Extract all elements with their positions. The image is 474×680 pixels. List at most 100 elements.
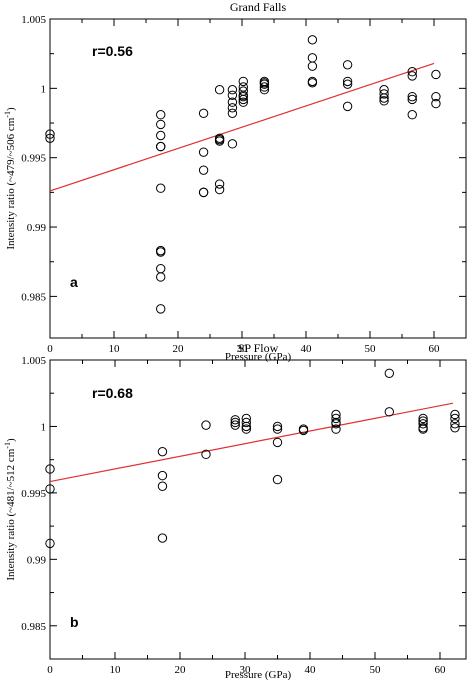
chart-a-data-point bbox=[198, 147, 209, 157]
chart-a-data-point bbox=[214, 184, 225, 195]
chart-a-data-point bbox=[407, 110, 417, 120]
chart-a-plot-frame bbox=[49, 18, 467, 339]
chart-b-data-point bbox=[450, 419, 460, 429]
chart-a-data-point bbox=[379, 93, 389, 103]
chart-b-data-point bbox=[272, 421, 283, 432]
chart-b-data-point bbox=[45, 464, 55, 474]
chart-b-y-axis-title-close: ) bbox=[5, 438, 17, 442]
chart-a-data-point bbox=[407, 67, 417, 77]
chart-b-data-point bbox=[201, 449, 211, 460]
chart-a-data-point bbox=[259, 78, 270, 88]
chart-b-ytick-label: 0.995 bbox=[21, 488, 46, 500]
chart-a-data-point bbox=[227, 90, 238, 100]
chart-a-xtick-label: 20 bbox=[173, 343, 185, 355]
chart-b-panel-label: b bbox=[70, 614, 79, 630]
chart-a-data-point bbox=[227, 108, 238, 119]
chart-b-data-point bbox=[418, 424, 428, 434]
chart-b-data-point bbox=[157, 533, 168, 543]
chart-b-xtick-label: 50 bbox=[370, 664, 382, 676]
chart-a-data-point bbox=[156, 110, 166, 120]
chart-b-xtick-label: 0 bbox=[47, 664, 53, 676]
chart-b-data-point bbox=[331, 413, 341, 424]
chart-a-data-point bbox=[238, 94, 248, 105]
chart-a-ytick-label: 0.985 bbox=[21, 291, 46, 303]
chart-b-data-point bbox=[272, 474, 283, 485]
chart-a-xtick-label: 0 bbox=[47, 343, 53, 355]
chart-a-data-point bbox=[156, 272, 166, 282]
chart-b-ytick-label: 0.985 bbox=[21, 621, 46, 633]
chart-a-correlation-label: r=0.56 bbox=[92, 43, 133, 59]
chart-b-data-point bbox=[450, 409, 460, 420]
chart-b-data-point bbox=[157, 446, 168, 457]
chart-a-data-point bbox=[156, 183, 166, 193]
chart-a-fit-line bbox=[49, 62, 435, 192]
chart-a-data-point bbox=[156, 304, 166, 314]
chart-a-data-point bbox=[342, 101, 353, 112]
chart-a-data-point bbox=[379, 89, 389, 99]
chart-b-y-axis-title-main: Intensity ratio (~481/~512 cm bbox=[5, 448, 17, 580]
chart-b-xtick-label: 60 bbox=[435, 664, 447, 676]
chart-a-xtick-label: 50 bbox=[365, 343, 377, 355]
chart-b-data-point bbox=[45, 538, 55, 549]
chart-a-data-point bbox=[407, 91, 417, 102]
chart-b-ytick-label: 0.99 bbox=[27, 554, 47, 566]
chart-b-title: SP Flow bbox=[238, 341, 279, 355]
chart-a-title: Grand Falls bbox=[230, 0, 287, 14]
chart-a-data-point bbox=[214, 85, 225, 95]
chart-b-fit-line bbox=[49, 402, 454, 483]
chart-a-data-point bbox=[227, 139, 238, 149]
chart-a-data-point bbox=[307, 53, 318, 63]
chart-a-y-axis-title: Intensity ratio (~479/~506 cm-1) bbox=[3, 107, 18, 250]
chart-b-data-point bbox=[230, 415, 240, 425]
chart-a-data-point bbox=[214, 134, 225, 145]
chart-a-data-point bbox=[431, 69, 441, 80]
chart-a-y-axis-title-sup: -1 bbox=[3, 111, 12, 118]
chart-b-xtick-label: 40 bbox=[305, 664, 317, 676]
chart-b-data-point bbox=[201, 420, 211, 430]
chart-a-ytick-label: 1.005 bbox=[21, 14, 46, 26]
chart-a-data-point bbox=[238, 76, 248, 87]
chart-b-data-point bbox=[298, 425, 309, 436]
chart-a-data-point bbox=[238, 97, 248, 107]
chart-b-data-point bbox=[241, 421, 252, 432]
chart-a-data-point bbox=[407, 94, 417, 105]
chart-b-data-point bbox=[331, 419, 341, 429]
chart-b-data-point bbox=[45, 484, 55, 494]
chart-a-data-point bbox=[307, 78, 318, 88]
chart-a-data-point bbox=[342, 76, 353, 87]
chart-b-data-point bbox=[418, 419, 428, 429]
chart-a-data-point bbox=[431, 98, 441, 109]
chart-a-xtick-label: 30 bbox=[237, 343, 249, 355]
chart-a-ytick-label: 0.995 bbox=[21, 153, 46, 165]
chart-a-data-point bbox=[407, 71, 417, 81]
chart-a-data-point bbox=[156, 130, 166, 141]
chart-a-data-point bbox=[259, 82, 270, 92]
chart-a-data-point bbox=[307, 61, 318, 71]
chart-a: 0 10 20 30 40 50 60 0.985 0.99 0.995 1 1.005 Grand F… bbox=[3, 0, 467, 363]
chart-a-xtick-label: 60 bbox=[429, 343, 441, 355]
chart-a-data-point bbox=[45, 133, 55, 143]
chart-a-data-point bbox=[156, 141, 166, 152]
chart-b-data-point bbox=[331, 424, 341, 434]
chart-a-ytick-label: 0.99 bbox=[27, 222, 47, 234]
chart-b-data-point bbox=[230, 417, 240, 428]
chart-b-data-point bbox=[384, 407, 394, 417]
chart-b-data-point bbox=[157, 481, 168, 491]
chart-a-data-point bbox=[307, 35, 318, 45]
chart-b-y-axis-title-sup: -1 bbox=[3, 442, 12, 449]
chart-a-data-point bbox=[227, 103, 238, 113]
chart-b-data-point bbox=[241, 424, 252, 434]
chart-a-data-point bbox=[227, 97, 238, 107]
chart-b-data-point bbox=[157, 470, 168, 481]
chart-b-plot-frame bbox=[49, 359, 467, 660]
chart-a-data-point bbox=[227, 85, 238, 95]
chart-a-data-point bbox=[198, 165, 209, 175]
chart-a-data-point bbox=[259, 85, 270, 95]
chart-b-data-point bbox=[450, 423, 460, 433]
chart-b-ytick-label: 1.005 bbox=[21, 355, 46, 367]
chart-b-data-point bbox=[384, 368, 394, 378]
chart-b-data-point bbox=[241, 417, 252, 428]
chart-b: 0 10 20 30 40 50 60 0.985 0.99 0.995 1 1.005 SP Flow… bbox=[3, 341, 467, 680]
chart-b-xtick-label: 30 bbox=[240, 664, 252, 676]
